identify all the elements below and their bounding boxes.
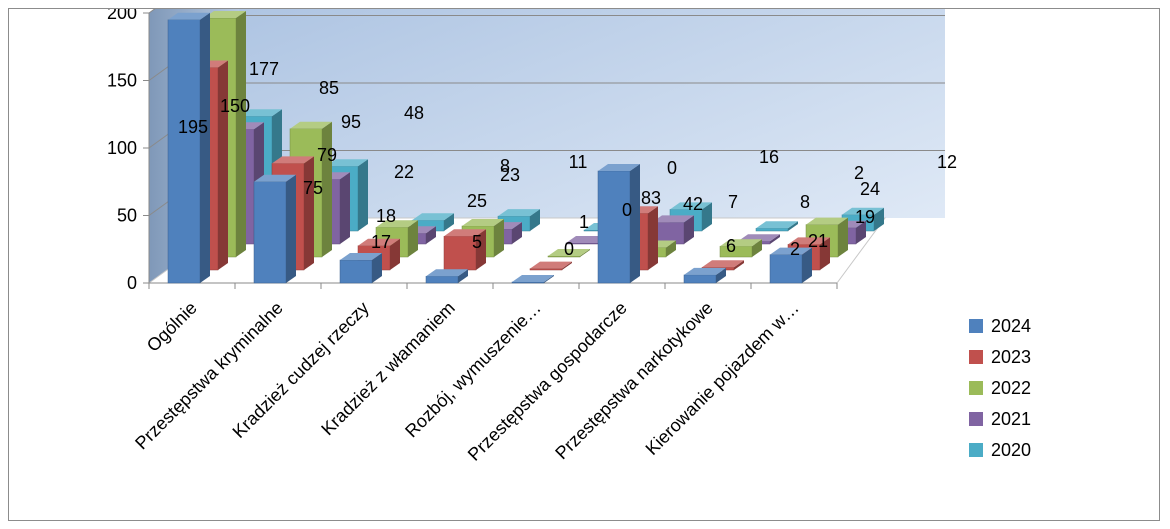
- y-tick-label: 200: [107, 9, 137, 23]
- bar-2024-0: [167, 12, 210, 284]
- data-label: 0: [622, 200, 632, 220]
- legend-swatch: [969, 443, 983, 457]
- data-label: 1: [579, 212, 589, 232]
- data-label: 48: [404, 103, 424, 123]
- data-label: 5: [472, 232, 482, 252]
- data-label: 17: [371, 232, 391, 252]
- y-tick-label: 50: [117, 206, 137, 226]
- category-label: Przestępstwa gospodarcze: [464, 298, 631, 465]
- data-label: 24: [860, 179, 880, 199]
- chart-legend: 2024 2023 2022 2021 2020: [969, 316, 1031, 460]
- legend-item-2022: 2022: [969, 378, 1031, 398]
- bar-2024-5: [597, 163, 640, 284]
- data-label: 16: [759, 147, 779, 167]
- data-label: 11: [569, 152, 588, 172]
- legend-swatch: [969, 350, 983, 364]
- data-label: 25: [467, 191, 487, 211]
- data-label: 8: [500, 156, 510, 176]
- legend-item-2023: 2023: [969, 347, 1031, 367]
- legend-label: 2022: [991, 378, 1031, 398]
- y-tick-label: 150: [107, 71, 137, 91]
- chart-bars: [167, 11, 884, 284]
- legend-swatch: [969, 381, 983, 395]
- category-label: Przestępstwa kryminalne: [131, 298, 287, 454]
- data-label: 95: [341, 112, 361, 132]
- data-label: 150: [220, 96, 250, 116]
- bar-2022-6: [719, 239, 762, 258]
- legend-item-2020: 2020: [969, 440, 1031, 460]
- data-label: 21: [808, 231, 828, 251]
- category-label: Przestępstwa narkotykowe: [551, 298, 717, 464]
- bar-2024-2: [339, 253, 382, 284]
- data-label: 6: [726, 236, 736, 256]
- data-label: 12: [937, 152, 957, 172]
- data-label: 19: [855, 207, 875, 227]
- bar-2024-3: [425, 269, 468, 284]
- data-label: 83: [641, 188, 661, 208]
- legend-item-2021: 2021: [969, 409, 1031, 429]
- data-label: 7: [728, 192, 738, 212]
- data-label: 18: [376, 206, 396, 226]
- data-label: 8: [800, 192, 810, 212]
- data-label: 2: [790, 239, 800, 259]
- y-tick-label: 100: [107, 138, 137, 158]
- legend-label: 2023: [991, 347, 1031, 367]
- bar-2020-2: [411, 213, 454, 232]
- data-label: 0: [667, 158, 677, 178]
- data-label: 177: [249, 59, 279, 79]
- data-label: 85: [319, 78, 339, 98]
- data-label: 0: [564, 239, 574, 259]
- data-label: 42: [683, 194, 703, 214]
- data-label: 22: [394, 162, 414, 182]
- bar-2021-5: [651, 215, 694, 245]
- legend-label: 2024: [991, 316, 1031, 336]
- data-label: 2: [854, 163, 864, 183]
- data-label: 23: [500, 165, 520, 185]
- bar-2024-6: [683, 267, 726, 284]
- category-label: Ogólnie: [143, 298, 201, 356]
- category-label: Kierowanie pojazdem w…: [642, 298, 803, 459]
- bar-2023-3: [443, 229, 486, 271]
- chart-frame: 0 50 100 150 200 195 150 177 85 95 48 79 75 22 8 23 11 0…: [8, 8, 1160, 521]
- bar-2024-7: [769, 247, 812, 284]
- data-label: 75: [303, 178, 323, 198]
- legend-label: 2021: [991, 409, 1031, 429]
- bar-2023-4: [529, 261, 572, 271]
- y-tick-label: 0: [127, 273, 137, 293]
- bar-2024-4: [511, 275, 554, 284]
- legend-item-2024: 2024: [969, 316, 1031, 336]
- bar-2020-6: [755, 221, 798, 232]
- bar-2022-4: [547, 249, 590, 258]
- bar-2024-1: [253, 174, 296, 284]
- legend-swatch: [969, 319, 983, 333]
- legend-label: 2020: [991, 440, 1031, 460]
- data-label: 195: [178, 117, 208, 137]
- data-label: 79: [317, 145, 337, 165]
- legend-swatch: [969, 412, 983, 426]
